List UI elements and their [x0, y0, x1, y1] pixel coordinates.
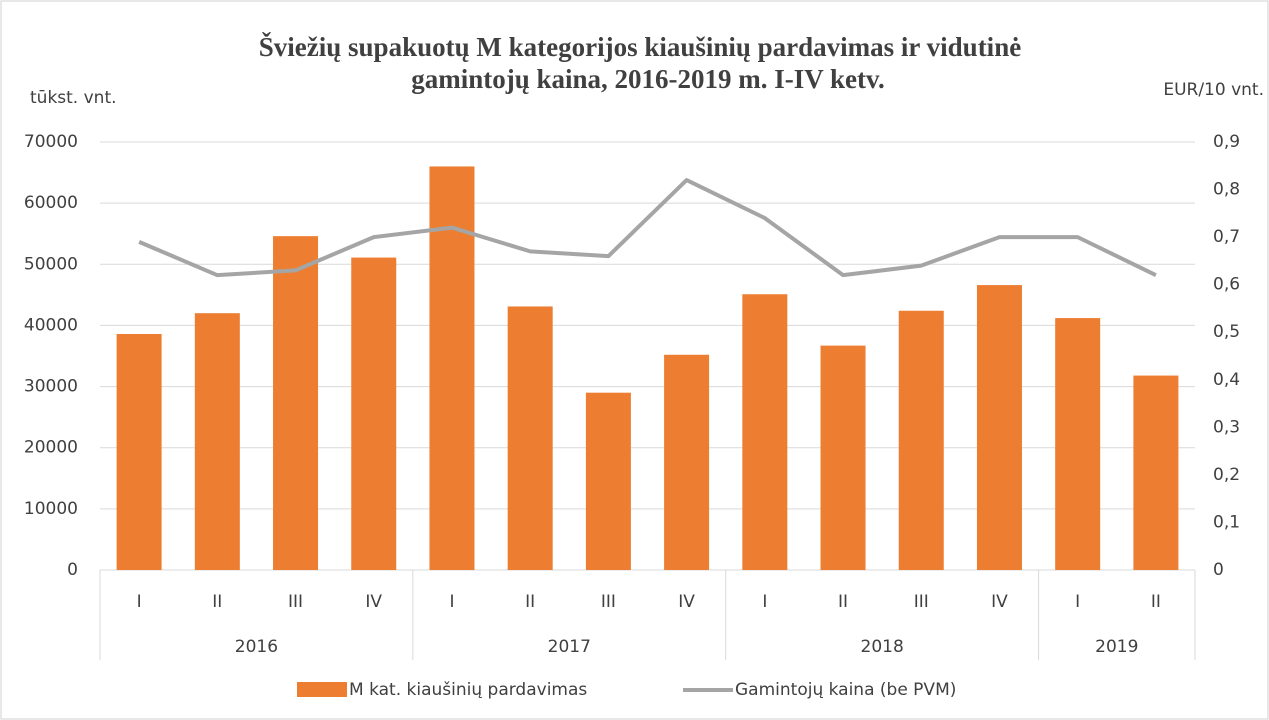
bar: [194, 313, 240, 570]
x-tick-label: I: [137, 592, 142, 612]
x-group-label: 2018: [861, 637, 904, 657]
y2-tick-label: 0,2: [1213, 465, 1240, 485]
y2-tick-label: 0,3: [1213, 417, 1240, 437]
y-axis-label: tūkst. vnt.: [30, 88, 117, 108]
x-group-label: 2019: [1095, 637, 1138, 657]
bar: [116, 333, 162, 570]
x-tick-label: I: [1075, 592, 1080, 612]
x-tick-label: II: [1151, 592, 1161, 612]
bar: [273, 236, 319, 570]
y2-tick-label: 0,6: [1213, 275, 1240, 295]
y2-axis-label: EUR/10 vnt.: [1163, 80, 1264, 100]
x-tick-label: IV: [991, 592, 1008, 612]
bar: [1055, 318, 1101, 570]
bar: [664, 354, 710, 570]
bar: [1133, 375, 1179, 570]
y-tick-label: 20000: [24, 438, 78, 458]
x-tick-label: I: [762, 592, 767, 612]
y2-tick-label: 0,7: [1213, 227, 1240, 247]
legend-swatch: [297, 682, 347, 697]
bar: [820, 345, 866, 570]
x-tick-label: II: [212, 592, 222, 612]
bar: [351, 257, 397, 570]
y-tick-label: 10000: [24, 499, 78, 519]
x-tick-label: III: [288, 592, 303, 612]
y2-tick-label: 0,1: [1213, 512, 1240, 532]
y-tick-label: 70000: [24, 132, 78, 152]
y2-tick-label: 0,9: [1213, 132, 1240, 152]
x-tick-label: I: [449, 592, 454, 612]
legend-label: M kat. kiaušinių pardavimas: [349, 680, 587, 700]
bar: [507, 306, 553, 570]
bar: [585, 392, 631, 570]
chart-title: Šviežių supakuotų M kategorijos kiaušini…: [259, 32, 1021, 62]
chart-title: gamintojų kaina, 2016-2019 m. I-IV ketv.: [411, 64, 885, 94]
x-tick-label: II: [525, 592, 535, 612]
x-tick-label: IV: [365, 592, 382, 612]
y-tick-label: 50000: [24, 254, 78, 274]
bar: [742, 294, 788, 570]
x-tick-label: IV: [678, 592, 695, 612]
y2-tick-label: 0,4: [1213, 370, 1240, 390]
y-tick-label: 40000: [24, 315, 78, 335]
bar: [976, 285, 1022, 570]
legend-label: Gamintojų kaina (be PVM): [735, 680, 956, 700]
y-tick-label: 0: [67, 560, 78, 580]
y2-tick-label: 0,5: [1213, 322, 1240, 342]
x-tick-label: III: [914, 592, 929, 612]
y-tick-label: 60000: [24, 193, 78, 213]
x-tick-label: III: [601, 592, 616, 612]
x-tick-label: II: [838, 592, 848, 612]
y2-tick-label: 0,8: [1213, 180, 1240, 200]
y2-tick-label: 0: [1213, 560, 1224, 580]
x-group-label: 2016: [235, 637, 278, 657]
x-group-label: 2017: [548, 637, 591, 657]
y-tick-label: 30000: [24, 377, 78, 397]
bar: [898, 310, 944, 570]
line: [138, 178, 1157, 278]
